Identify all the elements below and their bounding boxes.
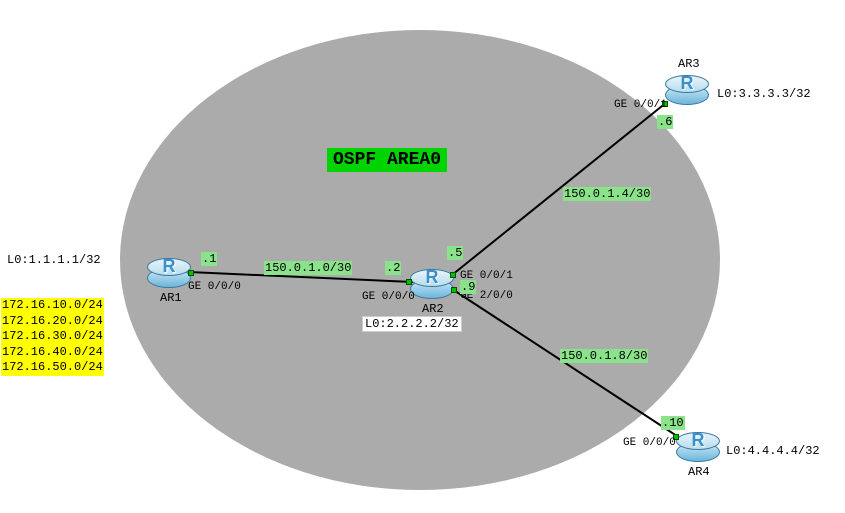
ar2-loopback: L0:2.2.2.2/32: [362, 316, 462, 332]
ar1-loopback: L0:1.1.1.1/32: [7, 253, 101, 267]
ar3-loopback: L0:3.3.3.3/32: [717, 87, 811, 101]
ar3-label: AR3: [678, 57, 700, 71]
ar1-port-dot: [188, 270, 194, 276]
ar4-ip: .10: [661, 416, 685, 430]
router-ar3: R: [665, 75, 709, 105]
ar1-net-2: 172.16.30.0/24: [1, 329, 104, 345]
router-ar2: R: [410, 269, 454, 299]
ar4-loopback: L0:4.4.4.4/32: [726, 444, 820, 458]
ar2-ip-up: .5: [447, 246, 463, 260]
ar1-net-3: 172.16.40.0/24: [1, 345, 104, 361]
ar1-net-1: 172.16.20.0/24: [1, 314, 104, 330]
link-net-3: 150.0.1.8/30: [560, 349, 648, 363]
ar1-networks: 172.16.10.0/24 172.16.20.0/24 172.16.30.…: [1, 298, 104, 376]
ar3-ip: .6: [657, 115, 673, 129]
ar3-ge: GE 0/0/1: [614, 99, 667, 111]
area-badge: OSPF AREA0: [327, 148, 447, 172]
ar4-ge: GE 0/0/0: [623, 437, 676, 449]
ar2-ip-left: .2: [385, 261, 401, 275]
ar1-net-4: 172.16.50.0/24: [1, 360, 104, 376]
link-net-2: 150.0.1.4/30: [563, 187, 651, 201]
ar4-label: AR4: [688, 465, 710, 479]
ar2-ge0: GE 0/0/0: [362, 291, 415, 303]
ar1-label: AR1: [160, 291, 182, 305]
ar1-net-0: 172.16.10.0/24: [1, 298, 104, 314]
ar2-port-left: [406, 279, 412, 285]
ar2-port-down: [451, 287, 457, 293]
ar2-label: AR2: [422, 302, 444, 316]
ar1-ip: .1: [201, 252, 217, 266]
ar2-ip-down: .9: [460, 280, 476, 294]
ar1-ge: GE 0/0/0: [188, 281, 241, 293]
router-ar1: R: [147, 258, 191, 288]
router-ar4: R: [676, 432, 720, 462]
ar2-port-up: [450, 272, 456, 278]
link-net-1: 150.0.1.0/30: [264, 261, 352, 275]
